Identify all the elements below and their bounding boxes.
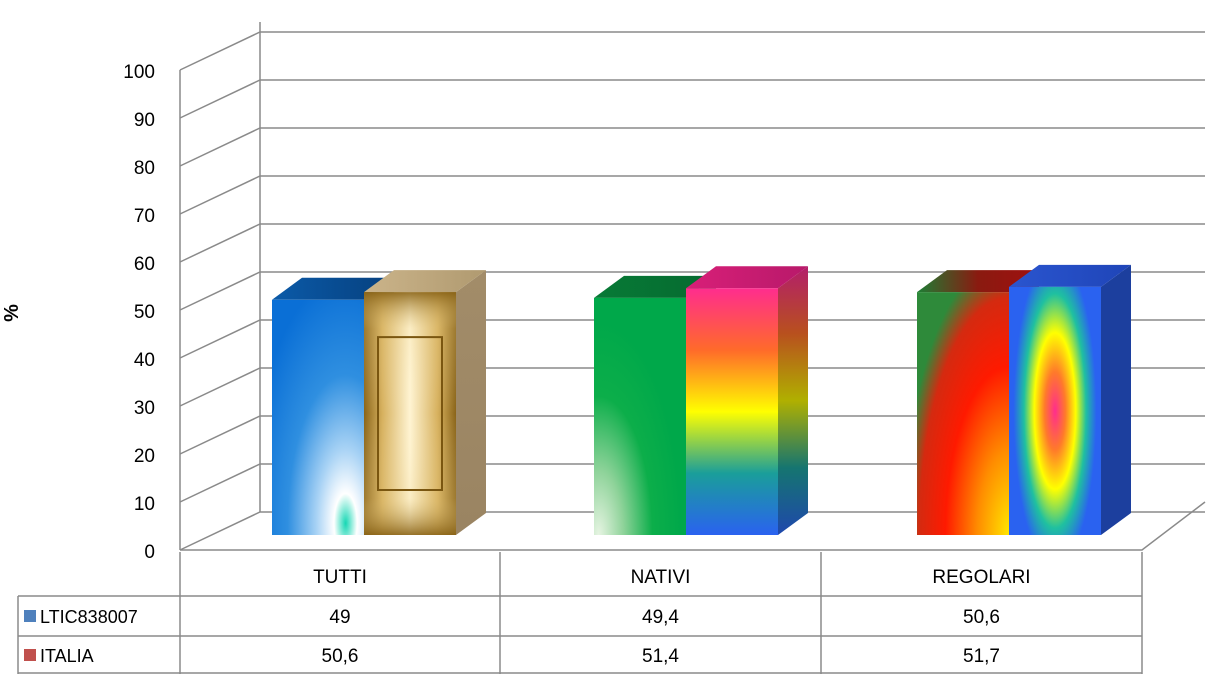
bar-top [594, 275, 716, 298]
bar-front [1009, 286, 1101, 535]
bar-top [1009, 264, 1131, 287]
bar-side [778, 266, 808, 535]
y-tick-label: 20 [134, 446, 155, 467]
legend-entry: LTIC838007 [40, 607, 138, 627]
data-label: 49 [329, 607, 350, 628]
gridline [179, 223, 1205, 263]
data-label: 49,4 [642, 607, 679, 628]
bar-regolari-italia [1009, 264, 1131, 535]
legend-swatch [24, 649, 36, 661]
legend-swatch [24, 610, 36, 622]
data-label: 51,7 [963, 646, 1000, 667]
y-axis-tick-labels: 0 10 20 30 40 50 60 70 80 90 100 [123, 62, 155, 563]
bars [272, 264, 1131, 535]
bar-front [272, 299, 364, 535]
x-category-label: TUTTI [313, 567, 367, 588]
gridline [179, 79, 1205, 119]
data-label: 50,6 [963, 607, 1000, 628]
floor-edge [180, 501, 1206, 551]
y-tick-label: 30 [134, 398, 155, 419]
bar-top [272, 277, 394, 300]
bar-nativi-italia [686, 266, 808, 535]
bar-front-shade [364, 292, 456, 535]
bar-side [456, 270, 486, 535]
y-tick-label: 80 [134, 158, 155, 179]
legend-entry: ITALIA [40, 646, 94, 666]
gridline [179, 127, 1205, 167]
data-table: TUTTI NATIVI REGOLARI LTIC838007 49 49,4 50,6 I… [17, 552, 1143, 674]
x-category-label: REGOLARI [932, 567, 1030, 588]
y-tick-label: 60 [134, 254, 155, 275]
bar-front-inner-frame [377, 336, 443, 491]
bar-top [364, 270, 486, 293]
data-label: 51,4 [642, 646, 679, 667]
bar-top [917, 270, 1039, 293]
bar-front [594, 297, 686, 535]
bar-front [686, 288, 778, 535]
gridline [179, 175, 1205, 215]
y-tick-label: 70 [134, 206, 155, 227]
bar-tutti-italia [364, 270, 486, 535]
axes [179, 22, 1206, 551]
y-tick-label: 100 [123, 62, 155, 83]
gridline [179, 31, 1205, 71]
bar-top [686, 266, 808, 289]
y-tick-label: 40 [134, 350, 155, 371]
y-axis-label: % [1, 304, 23, 322]
y-tick-label: 50 [134, 302, 155, 323]
y-tick-label: 0 [144, 542, 155, 563]
bar-side [1101, 264, 1131, 535]
y-tick-label: 90 [134, 110, 155, 131]
x-category-label: NATIVI [631, 567, 691, 588]
data-label: 50,6 [322, 646, 359, 667]
y-tick-label: 10 [134, 494, 155, 515]
bar-front [917, 292, 1009, 535]
